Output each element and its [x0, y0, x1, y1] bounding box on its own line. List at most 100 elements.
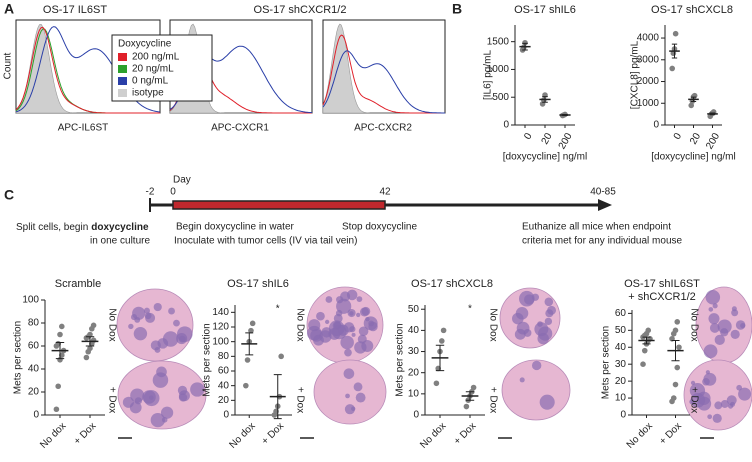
y-tick-label: 80: [218, 351, 230, 362]
nodule: [731, 309, 739, 317]
y-tick-label: 60: [28, 341, 40, 352]
histogram-curve: [322, 50, 445, 114]
nodule: [708, 313, 720, 325]
x-tick-label: No dox: [418, 421, 448, 451]
nodule: [705, 289, 721, 305]
y-axis-label: [IL6] pg/mL: [483, 50, 494, 100]
data-point: [463, 403, 470, 410]
data-point: [676, 344, 682, 351]
data-point: [57, 331, 63, 338]
tissue: [313, 359, 387, 425]
condition-label: No Dox: [688, 308, 699, 341]
nodule: [524, 294, 535, 305]
chart-title: OS-17 shCXCL8: [411, 278, 493, 290]
nodule: [347, 308, 356, 318]
nodule: [515, 307, 529, 320]
legend-swatch: [118, 53, 127, 61]
nodule: [349, 326, 356, 333]
nodule: [132, 306, 146, 320]
legend-swatch: [118, 89, 127, 97]
tissue: [117, 360, 207, 430]
nodule: [353, 382, 363, 392]
y-tick-label: 40: [218, 380, 230, 391]
y-tick-label: 40: [408, 325, 420, 336]
x-tick-label: + Dox: [657, 421, 683, 447]
y-tick-label: 1500: [487, 36, 510, 47]
legend-label: 0 ng/mL: [132, 76, 169, 87]
x-tick-label: 0: [672, 131, 685, 142]
data-point: [669, 65, 676, 72]
data-point: [248, 327, 254, 334]
error-bar: [522, 42, 528, 51]
y-axis-label: [CXCL8] pg/mL: [630, 40, 641, 109]
timeline-note: Split cells, begin doxycycline: [16, 222, 149, 233]
nodule: [153, 302, 162, 312]
nodule: [122, 396, 134, 408]
nodule: [514, 328, 526, 340]
nodule: [356, 312, 361, 318]
x-tick-label: + Dox: [260, 421, 286, 447]
day-title: Day: [173, 175, 191, 186]
dox-period: [172, 200, 386, 210]
nodule: [727, 403, 734, 409]
y-tick-label: 20: [28, 387, 40, 398]
y-tick-label: 140: [212, 307, 229, 318]
error-bar: [465, 391, 475, 401]
data-point: [87, 345, 93, 352]
y-tick-label: 1000: [487, 64, 510, 75]
legend-swatch: [118, 65, 127, 73]
nodule: [351, 332, 356, 337]
significance: *: [468, 304, 472, 315]
nodule: [736, 384, 743, 391]
nodule: [709, 323, 720, 333]
nodule: [714, 401, 723, 410]
nodule: [519, 377, 525, 383]
error-bar: [690, 96, 697, 103]
legend-swatch: [118, 77, 127, 85]
data-point: [90, 337, 97, 344]
legend-title: Doxycycline: [118, 39, 172, 50]
y-tick-label: 0: [653, 120, 659, 131]
nodule: [355, 392, 366, 403]
nodule: [703, 344, 718, 359]
nodule: [340, 335, 354, 350]
y-tick-label: 50: [615, 325, 627, 336]
data-point: [645, 327, 652, 334]
error-bar: [55, 342, 65, 360]
chart-title: + shCXCR1/2: [628, 291, 696, 303]
timeline-note: Inoculate with tumor cells (IV via tail …: [174, 236, 357, 247]
nodule: [343, 368, 355, 379]
y-tick-label: 2000: [637, 76, 660, 87]
data-point: [674, 364, 681, 371]
nodule: [545, 309, 554, 318]
error-bar: [273, 374, 282, 420]
day-label: 40-85: [590, 187, 616, 198]
data-point: [249, 320, 256, 327]
nodule: [325, 296, 333, 303]
panel-label: B: [452, 1, 462, 17]
nodule: [738, 387, 752, 401]
x-tick-label: 20: [540, 131, 555, 147]
data-point: [433, 380, 440, 387]
error-bar: [542, 96, 548, 103]
y-axis-label: Mets per section: [395, 323, 406, 396]
y-tick-label: 20: [218, 395, 230, 406]
y-tick-label: 0: [503, 120, 509, 131]
data-point: [243, 382, 249, 389]
nodule: [358, 326, 369, 337]
nodule: [178, 335, 186, 343]
chart-title: OS-17 shIL6ST: [624, 278, 700, 290]
y-tick-label: 30: [408, 346, 420, 357]
nodule: [717, 319, 732, 334]
data-point: [278, 353, 284, 360]
data-point: [670, 395, 677, 401]
timeline-note: Stop doxycycline: [342, 222, 417, 233]
note-part: doxycycline: [91, 222, 149, 233]
error-bar: [642, 336, 651, 345]
condition-label: No Dox: [106, 308, 117, 341]
y-tick-label: 0: [33, 410, 39, 421]
y-tick-label: 60: [615, 308, 627, 319]
y-tick-label: 3000: [637, 54, 660, 65]
data-point: [53, 406, 60, 413]
